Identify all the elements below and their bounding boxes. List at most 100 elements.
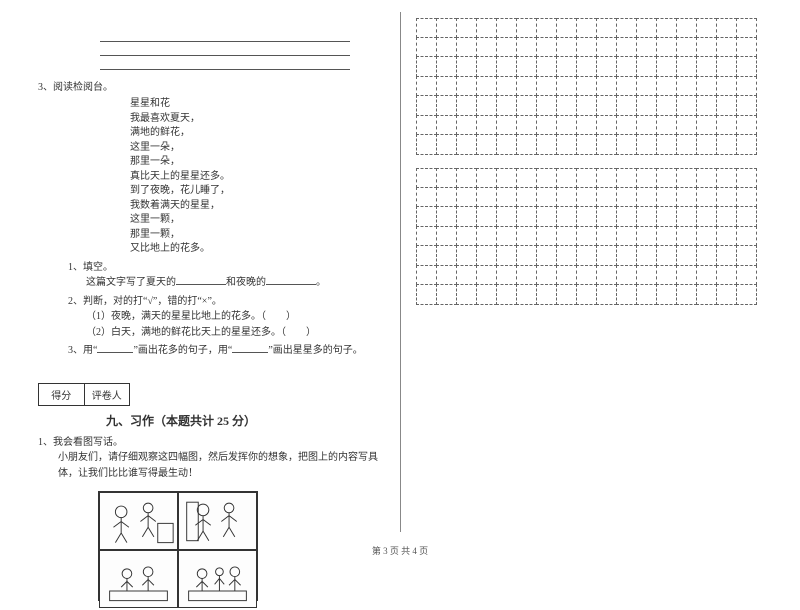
writing-cell[interactable] <box>656 226 677 246</box>
writing-cell[interactable] <box>696 18 717 38</box>
writing-cell[interactable] <box>536 245 557 265</box>
writing-cell[interactable] <box>416 226 437 246</box>
writing-grid-2[interactable] <box>416 168 756 304</box>
writing-cell[interactable] <box>656 245 677 265</box>
writing-cell[interactable] <box>596 187 617 207</box>
writing-cell[interactable] <box>516 18 537 38</box>
writing-cell[interactable] <box>556 168 577 188</box>
writing-cell[interactable] <box>596 95 617 115</box>
writing-cell[interactable] <box>456 284 477 304</box>
writing-cell[interactable] <box>616 206 637 226</box>
writing-cell[interactable] <box>436 206 457 226</box>
writing-cell[interactable] <box>596 134 617 154</box>
writing-cell[interactable] <box>476 187 497 207</box>
writing-cell[interactable] <box>476 245 497 265</box>
writing-cell[interactable] <box>696 168 717 188</box>
writing-cell[interactable] <box>436 134 457 154</box>
writing-cell[interactable] <box>496 76 517 96</box>
writing-cell[interactable] <box>636 56 657 76</box>
writing-cell[interactable] <box>576 245 597 265</box>
writing-cell[interactable] <box>676 95 697 115</box>
writing-cell[interactable] <box>536 56 557 76</box>
writing-cell[interactable] <box>536 265 557 285</box>
writing-grid-1[interactable] <box>416 18 756 154</box>
writing-cell[interactable] <box>616 76 637 96</box>
writing-cell[interactable] <box>436 187 457 207</box>
writing-cell[interactable] <box>416 76 437 96</box>
writing-cell[interactable] <box>476 18 497 38</box>
writing-cell[interactable] <box>696 37 717 57</box>
writing-cell[interactable] <box>656 37 677 57</box>
writing-cell[interactable] <box>576 76 597 96</box>
writing-cell[interactable] <box>676 168 697 188</box>
writing-cell[interactable] <box>696 95 717 115</box>
writing-cell[interactable] <box>656 187 677 207</box>
writing-cell[interactable] <box>536 187 557 207</box>
answer-line[interactable] <box>100 42 350 56</box>
writing-cell[interactable] <box>596 226 617 246</box>
writing-cell[interactable] <box>436 18 457 38</box>
writing-cell[interactable] <box>736 168 757 188</box>
writing-cell[interactable] <box>636 18 657 38</box>
answer-line[interactable] <box>100 56 350 70</box>
writing-cell[interactable] <box>536 37 557 57</box>
writing-cell[interactable] <box>596 18 617 38</box>
writing-cell[interactable] <box>676 37 697 57</box>
writing-cell[interactable] <box>736 187 757 207</box>
writing-cell[interactable] <box>476 168 497 188</box>
writing-cell[interactable] <box>556 226 577 246</box>
writing-cell[interactable] <box>656 18 677 38</box>
writing-cell[interactable] <box>576 206 597 226</box>
writing-cell[interactable] <box>576 168 597 188</box>
writing-cell[interactable] <box>616 56 637 76</box>
writing-cell[interactable] <box>556 56 577 76</box>
writing-cell[interactable] <box>496 187 517 207</box>
writing-cell[interactable] <box>456 134 477 154</box>
writing-cell[interactable] <box>596 76 617 96</box>
writing-cell[interactable] <box>616 187 637 207</box>
writing-cell[interactable] <box>616 245 637 265</box>
writing-cell[interactable] <box>636 37 657 57</box>
writing-cell[interactable] <box>696 187 717 207</box>
writing-cell[interactable] <box>536 115 557 135</box>
writing-cell[interactable] <box>576 187 597 207</box>
writing-cell[interactable] <box>476 76 497 96</box>
writing-cell[interactable] <box>416 265 437 285</box>
writing-cell[interactable] <box>516 56 537 76</box>
writing-cell[interactable] <box>416 56 437 76</box>
writing-cell[interactable] <box>556 76 577 96</box>
writing-cell[interactable] <box>436 168 457 188</box>
writing-cell[interactable] <box>636 76 657 96</box>
writing-cell[interactable] <box>696 115 717 135</box>
writing-cell[interactable] <box>576 37 597 57</box>
writing-cell[interactable] <box>516 37 537 57</box>
writing-cell[interactable] <box>536 284 557 304</box>
writing-cell[interactable] <box>516 226 537 246</box>
writing-cell[interactable] <box>656 265 677 285</box>
writing-cell[interactable] <box>696 245 717 265</box>
writing-cell[interactable] <box>676 226 697 246</box>
writing-cell[interactable] <box>716 284 737 304</box>
writing-cell[interactable] <box>416 115 437 135</box>
writing-cell[interactable] <box>496 226 517 246</box>
writing-cell[interactable] <box>516 206 537 226</box>
writing-cell[interactable] <box>716 134 737 154</box>
writing-cell[interactable] <box>636 187 657 207</box>
writing-cell[interactable] <box>676 18 697 38</box>
writing-cell[interactable] <box>736 284 757 304</box>
writing-cell[interactable] <box>736 265 757 285</box>
writing-cell[interactable] <box>476 56 497 76</box>
writing-cell[interactable] <box>576 95 597 115</box>
writing-cell[interactable] <box>616 265 637 285</box>
writing-cell[interactable] <box>416 187 437 207</box>
writing-cell[interactable] <box>456 115 477 135</box>
writing-cell[interactable] <box>456 206 477 226</box>
writing-cell[interactable] <box>436 284 457 304</box>
writing-cell[interactable] <box>616 226 637 246</box>
writing-cell[interactable] <box>476 206 497 226</box>
writing-cell[interactable] <box>716 56 737 76</box>
writing-cell[interactable] <box>436 226 457 246</box>
fill-blank[interactable] <box>97 352 133 353</box>
writing-cell[interactable] <box>596 245 617 265</box>
writing-cell[interactable] <box>616 284 637 304</box>
